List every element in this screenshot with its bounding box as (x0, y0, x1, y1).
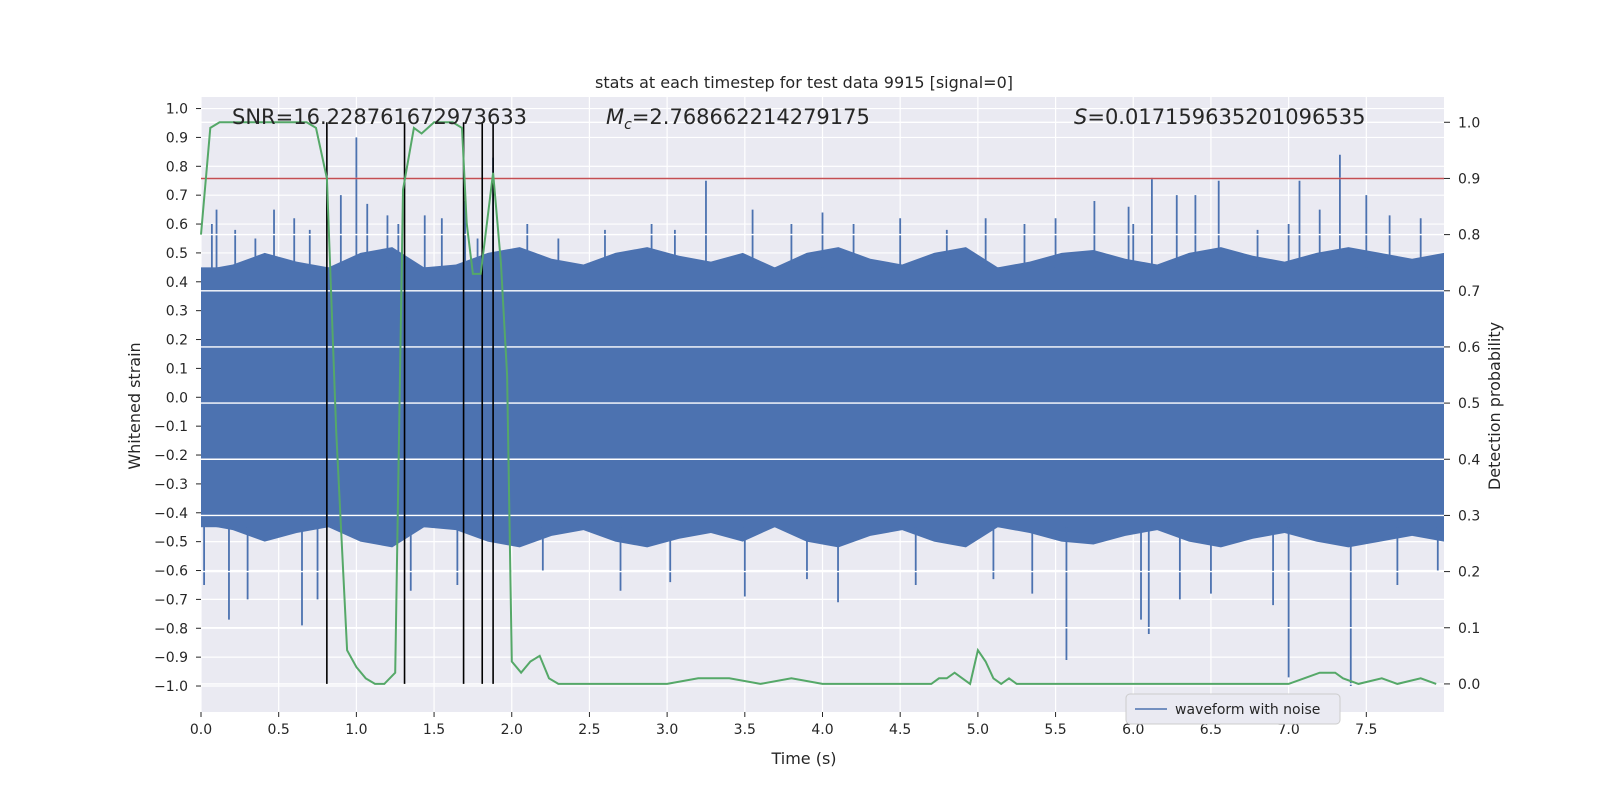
y-tick-label: −0.9 (154, 650, 188, 666)
y-tick-label: 1.0 (166, 102, 188, 118)
y-tick-label: 0.4 (166, 275, 188, 291)
y2-tick-label: 0.0 (1458, 677, 1480, 693)
y2-tick-label: 1.0 (1458, 115, 1480, 131)
x-tick-label: 2.0 (501, 722, 523, 738)
x-tick-label: 3.0 (656, 722, 678, 738)
mc-symbol: M (606, 105, 624, 129)
y-tick-label: −0.5 (154, 535, 188, 551)
x-tick-label: 0.0 (190, 722, 212, 738)
detection-probability-line (200, 121, 1437, 686)
y2-tick-label: 0.7 (1458, 284, 1480, 300)
snr-annotation: SNR=16.228761672973633 (232, 105, 527, 129)
x-axis-label: Time (s) (770, 749, 836, 768)
y2-tick-label: 0.5 (1458, 396, 1480, 412)
y2-tick-label: 0.9 (1458, 171, 1480, 187)
x-tick-label: 1.0 (345, 722, 367, 738)
chart-title: stats at each timestep for test data 991… (595, 73, 1013, 92)
y-tick-label: −1.0 (154, 679, 188, 695)
y-tick-label: 0.0 (166, 390, 188, 406)
x-tick-label: 7.5 (1355, 722, 1377, 738)
x-tick-label: 2.5 (578, 722, 600, 738)
legend-label: waveform with noise (1175, 702, 1320, 718)
y-tick-label: −0.2 (154, 448, 188, 464)
x-tick-label: 6.0 (1122, 722, 1144, 738)
x-tick-label: 0.5 (268, 722, 290, 738)
legend: waveform with noise (1125, 693, 1341, 725)
y-tick-label: −0.3 (154, 477, 188, 493)
y-tick-label: 0.8 (166, 159, 188, 175)
y-tick-label: 0.6 (166, 217, 188, 233)
y2-tick-label: 0.3 (1458, 508, 1480, 524)
y-tick-label: −0.4 (154, 506, 188, 522)
y2-tick-label: 0.8 (1458, 228, 1480, 244)
x-tick-label: 1.5 (423, 722, 445, 738)
y2-tick-label: 0.1 (1458, 621, 1480, 637)
y-tick-label: −0.7 (154, 592, 188, 608)
y2-axis-label: Detection probability (1485, 322, 1504, 490)
y-tick-label: −0.6 (154, 564, 188, 580)
y2-tick-label: 0.4 (1458, 452, 1480, 468)
s-value: =0.017159635201096535 (1087, 105, 1365, 129)
y-axis-label: Whitened strain (125, 342, 144, 469)
y-tick-label: −0.1 (154, 419, 188, 435)
x-tick-label: 4.0 (811, 722, 833, 738)
y-tick-label: 0.1 (166, 361, 188, 377)
x-tick-label: 5.5 (1044, 722, 1066, 738)
y-tick-label: 0.5 (166, 246, 188, 262)
x-tick-label: 5.0 (967, 722, 989, 738)
axes-layer: 0.0 0.5 1.0 1.5 2.0 2.5 3.0 3.5 4.0 4.5 5.0 5.5 6.0 6… (154, 102, 1480, 738)
x-tick-label: 7.0 (1277, 722, 1299, 738)
x-tick-label: 3.5 (734, 722, 756, 738)
mc-subscript: c (624, 117, 632, 133)
x-tick-label: 6.5 (1200, 722, 1222, 738)
y2-tick-label: 0.6 (1458, 340, 1480, 356)
s-symbol: S (1074, 105, 1087, 129)
x-tick-label: 4.5 (889, 722, 911, 738)
mc-value: =2.768662214279175 (632, 105, 870, 129)
y-tick-label: 0.9 (166, 130, 188, 146)
legend-box (1125, 693, 1341, 725)
mc-annotation: Mc=2.768662214279175 (606, 105, 870, 133)
s-annotation: S=0.017159635201096535 (1074, 105, 1365, 129)
y-tick-label: 0.7 (166, 188, 188, 204)
y-tick-label: 0.2 (166, 333, 188, 349)
y-tick-label: −0.8 (154, 621, 188, 637)
plot-layer (200, 97, 1444, 712)
y2-tick-label: 0.2 (1458, 565, 1480, 581)
y-tick-label: 0.3 (166, 304, 188, 320)
